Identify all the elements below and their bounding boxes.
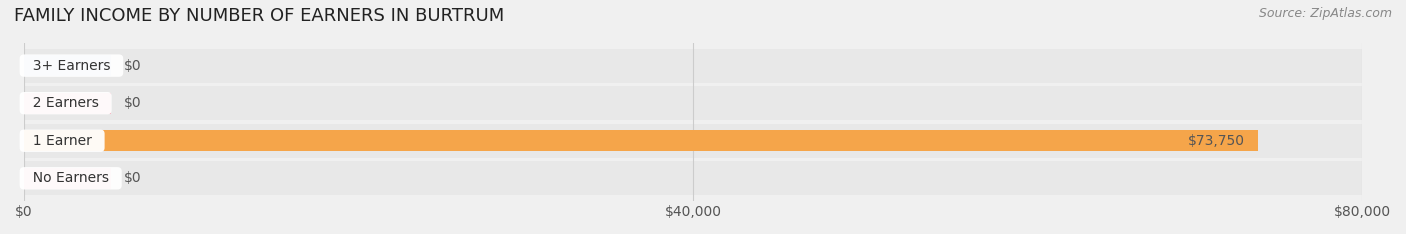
Text: 2 Earners: 2 Earners bbox=[24, 96, 107, 110]
Bar bbox=[24, 161, 1362, 195]
Text: $0: $0 bbox=[124, 58, 142, 73]
Bar bbox=[24, 130, 1258, 151]
Text: 1 Earner: 1 Earner bbox=[24, 134, 100, 148]
Bar bbox=[24, 55, 111, 76]
Text: No Earners: No Earners bbox=[24, 171, 118, 185]
Bar bbox=[24, 93, 111, 113]
Text: $0: $0 bbox=[124, 171, 142, 185]
Text: FAMILY INCOME BY NUMBER OF EARNERS IN BURTRUM: FAMILY INCOME BY NUMBER OF EARNERS IN BU… bbox=[14, 7, 505, 25]
Text: Source: ZipAtlas.com: Source: ZipAtlas.com bbox=[1258, 7, 1392, 20]
Text: $73,750: $73,750 bbox=[1188, 134, 1244, 148]
Text: 3+ Earners: 3+ Earners bbox=[24, 58, 120, 73]
Bar bbox=[24, 124, 1362, 158]
Bar bbox=[24, 168, 111, 189]
Bar bbox=[24, 86, 1362, 120]
Text: $0: $0 bbox=[124, 96, 142, 110]
Bar bbox=[24, 49, 1362, 83]
